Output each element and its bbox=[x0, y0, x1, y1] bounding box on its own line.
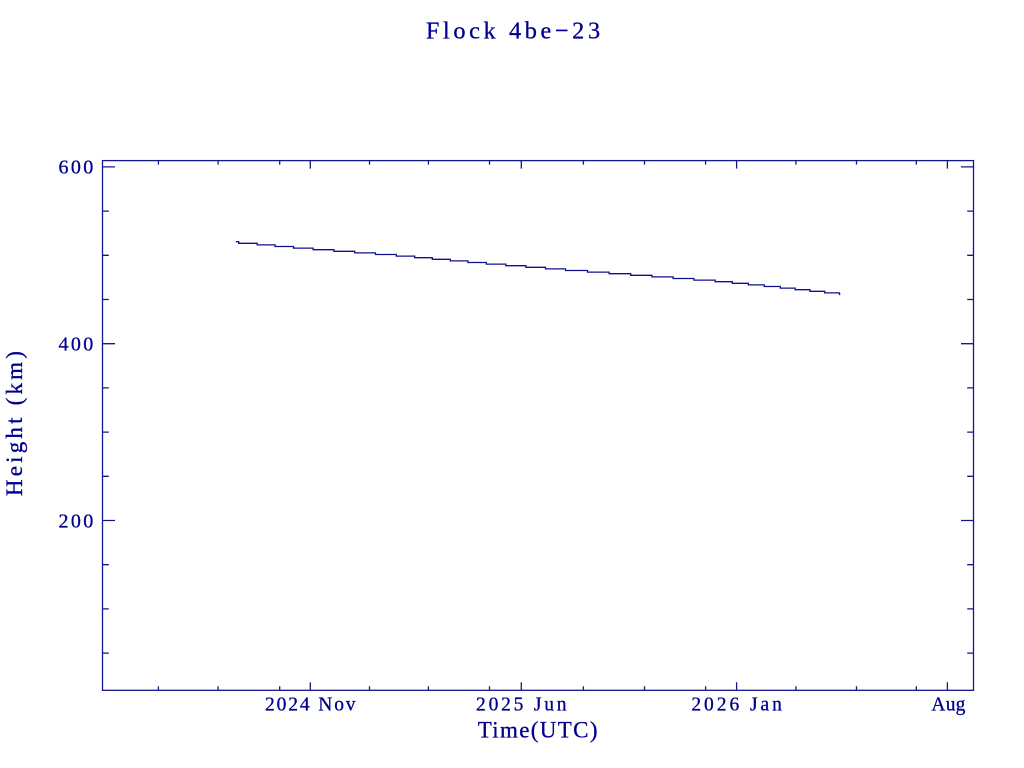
svg-text:400: 400 bbox=[59, 334, 94, 356]
svg-text:200: 200 bbox=[59, 510, 94, 532]
svg-text:Flock 4be−23: Flock 4be−23 bbox=[426, 17, 600, 44]
svg-text:Time(UTC): Time(UTC) bbox=[478, 717, 598, 742]
svg-text:600: 600 bbox=[59, 157, 94, 179]
svg-text:2024 Nov: 2024 Nov bbox=[265, 695, 356, 716]
svg-text:Aug: Aug bbox=[931, 695, 965, 716]
svg-text:Height (km): Height (km) bbox=[2, 351, 27, 496]
svg-text:2026 Jan: 2026 Jan bbox=[691, 695, 782, 716]
svg-text:2025 Jun: 2025 Jun bbox=[476, 695, 567, 716]
